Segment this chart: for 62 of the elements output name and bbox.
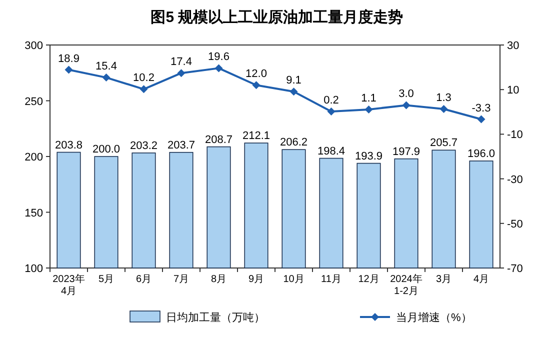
y-tick-label: 100 — [24, 263, 43, 275]
point — [440, 105, 448, 113]
y2-tick-label: -30 — [507, 174, 523, 186]
x-tick-label: 10月 — [283, 274, 304, 285]
data-label: 196.0 — [467, 148, 496, 160]
x-tick-label: 11月 — [321, 274, 342, 285]
y-tick-label: 200 — [24, 152, 43, 164]
data-label: 200.0 — [92, 144, 120, 156]
x-tick-label: 9月 — [248, 274, 264, 285]
point — [102, 74, 110, 82]
data-label: 3.0 — [398, 88, 414, 100]
y2-tick-label: -50 — [507, 218, 523, 230]
point — [290, 88, 298, 96]
point — [252, 81, 260, 90]
point — [64, 66, 73, 74]
point — [327, 107, 336, 116]
point — [140, 85, 148, 94]
data-label: 9.1 — [286, 74, 302, 87]
data-label: 19.6 — [208, 51, 230, 64]
data-label: 203.8 — [54, 139, 83, 152]
y-tick-label: 300 — [24, 40, 43, 52]
data-label: 206.2 — [280, 136, 308, 149]
data-label: 15.4 — [96, 60, 117, 73]
legend-label: 日均加工量（万吨） — [166, 311, 265, 324]
point — [477, 115, 486, 124]
data-label: 212.1 — [242, 130, 270, 142]
data-label: 198.4 — [317, 145, 346, 158]
y2-tick-label: -70 — [507, 263, 523, 275]
x-tick-label: 6月 — [136, 274, 152, 285]
x-tick-label: 2024年 1-2月 — [390, 273, 422, 297]
data-label: 10.2 — [133, 72, 154, 84]
point — [214, 64, 223, 72]
data-label: 203.2 — [130, 140, 158, 152]
data-label: 1.3 — [436, 92, 452, 104]
legend-label: 当月增速（%） — [396, 311, 472, 324]
point — [177, 69, 186, 78]
x-tick-label: 3月 — [436, 274, 452, 285]
data-label: 17.4 — [170, 56, 192, 68]
data-label: 203.7 — [167, 139, 196, 152]
data-label: 1.1 — [361, 92, 376, 104]
point — [364, 105, 373, 114]
y2-tick-label: 30 — [507, 40, 520, 52]
y-tick-label: 250 — [24, 96, 43, 108]
data-label: 18.9 — [58, 52, 80, 65]
x-tick-label: 7月 — [173, 274, 190, 285]
y2-tick-label: -10 — [507, 129, 523, 142]
data-label: 197.9 — [392, 146, 420, 158]
data-label: 205.7 — [430, 137, 458, 150]
x-tick-label: 5月 — [98, 274, 114, 285]
y2-tick-label: 10 — [507, 84, 520, 97]
y-tick-label: 150 — [24, 207, 43, 220]
chart-title: 图5 规模以上工业原油加工量月度走势 — [150, 8, 404, 26]
x-tick-label: 8月 — [210, 274, 227, 285]
data-label: 193.9 — [354, 150, 383, 162]
x-tick-label: 4月 — [473, 274, 490, 285]
data-label: 12.0 — [246, 68, 267, 80]
point — [402, 101, 410, 110]
data-label: -3.3 — [472, 102, 491, 114]
x-tick-label: 2023年 4月 — [52, 273, 85, 297]
x-tick-label: 12月 — [358, 274, 380, 285]
data-label: 0.2 — [324, 94, 339, 106]
data-label: 208.7 — [204, 134, 233, 146]
